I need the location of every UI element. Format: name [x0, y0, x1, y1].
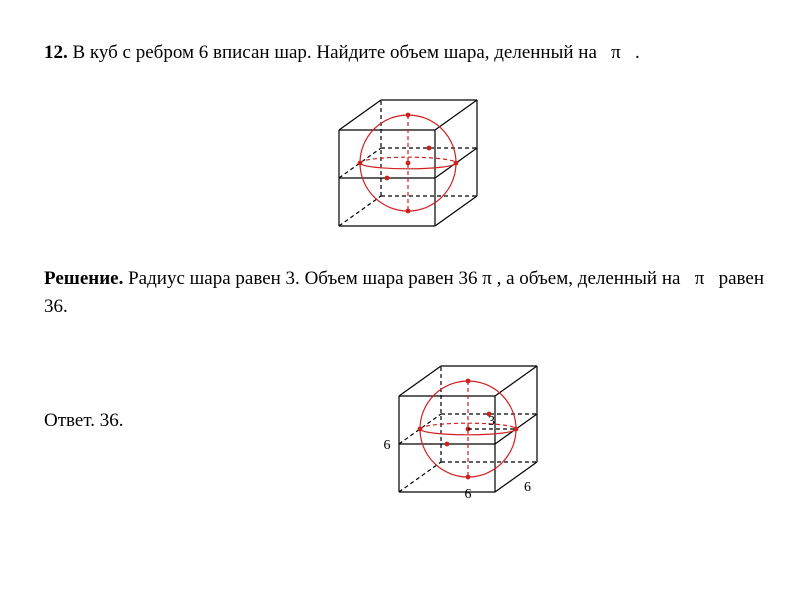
figure-2-container: 6 6 6 3 [163, 332, 764, 512]
figure-1-container [44, 76, 764, 246]
svg-text:6: 6 [383, 438, 390, 453]
solution-part-1: Радиус шара равен 3. Объем шара равен 36 [128, 268, 477, 289]
answer-block: Ответ. 36. [44, 407, 123, 436]
pi-symbol: π [695, 268, 705, 289]
problem-body-1: В куб с ребром 6 вписан шар. Найдите объ… [73, 42, 597, 63]
solution-text: Решение. Радиус шара равен 3. Объем шара… [44, 265, 764, 322]
problem-text: 12. В куб с ребром 6 вписан шар. Найдите… [44, 39, 764, 68]
figure-2: 6 6 6 3 [354, 332, 574, 512]
svg-text:6: 6 [524, 480, 531, 495]
problem-body-2: . [635, 42, 640, 63]
solution-label: Решение. [44, 268, 123, 289]
solution-part-2: , а объем, деленный на [497, 268, 681, 289]
pi-symbol: π [611, 42, 621, 63]
answer-value: 36. [100, 410, 124, 431]
problem-number: 12. [44, 42, 68, 63]
figure-1 [304, 76, 504, 246]
pi-symbol: π [482, 268, 492, 289]
svg-text:6: 6 [464, 487, 471, 502]
answer-label: Ответ. [44, 410, 95, 431]
svg-text:3: 3 [488, 414, 495, 429]
